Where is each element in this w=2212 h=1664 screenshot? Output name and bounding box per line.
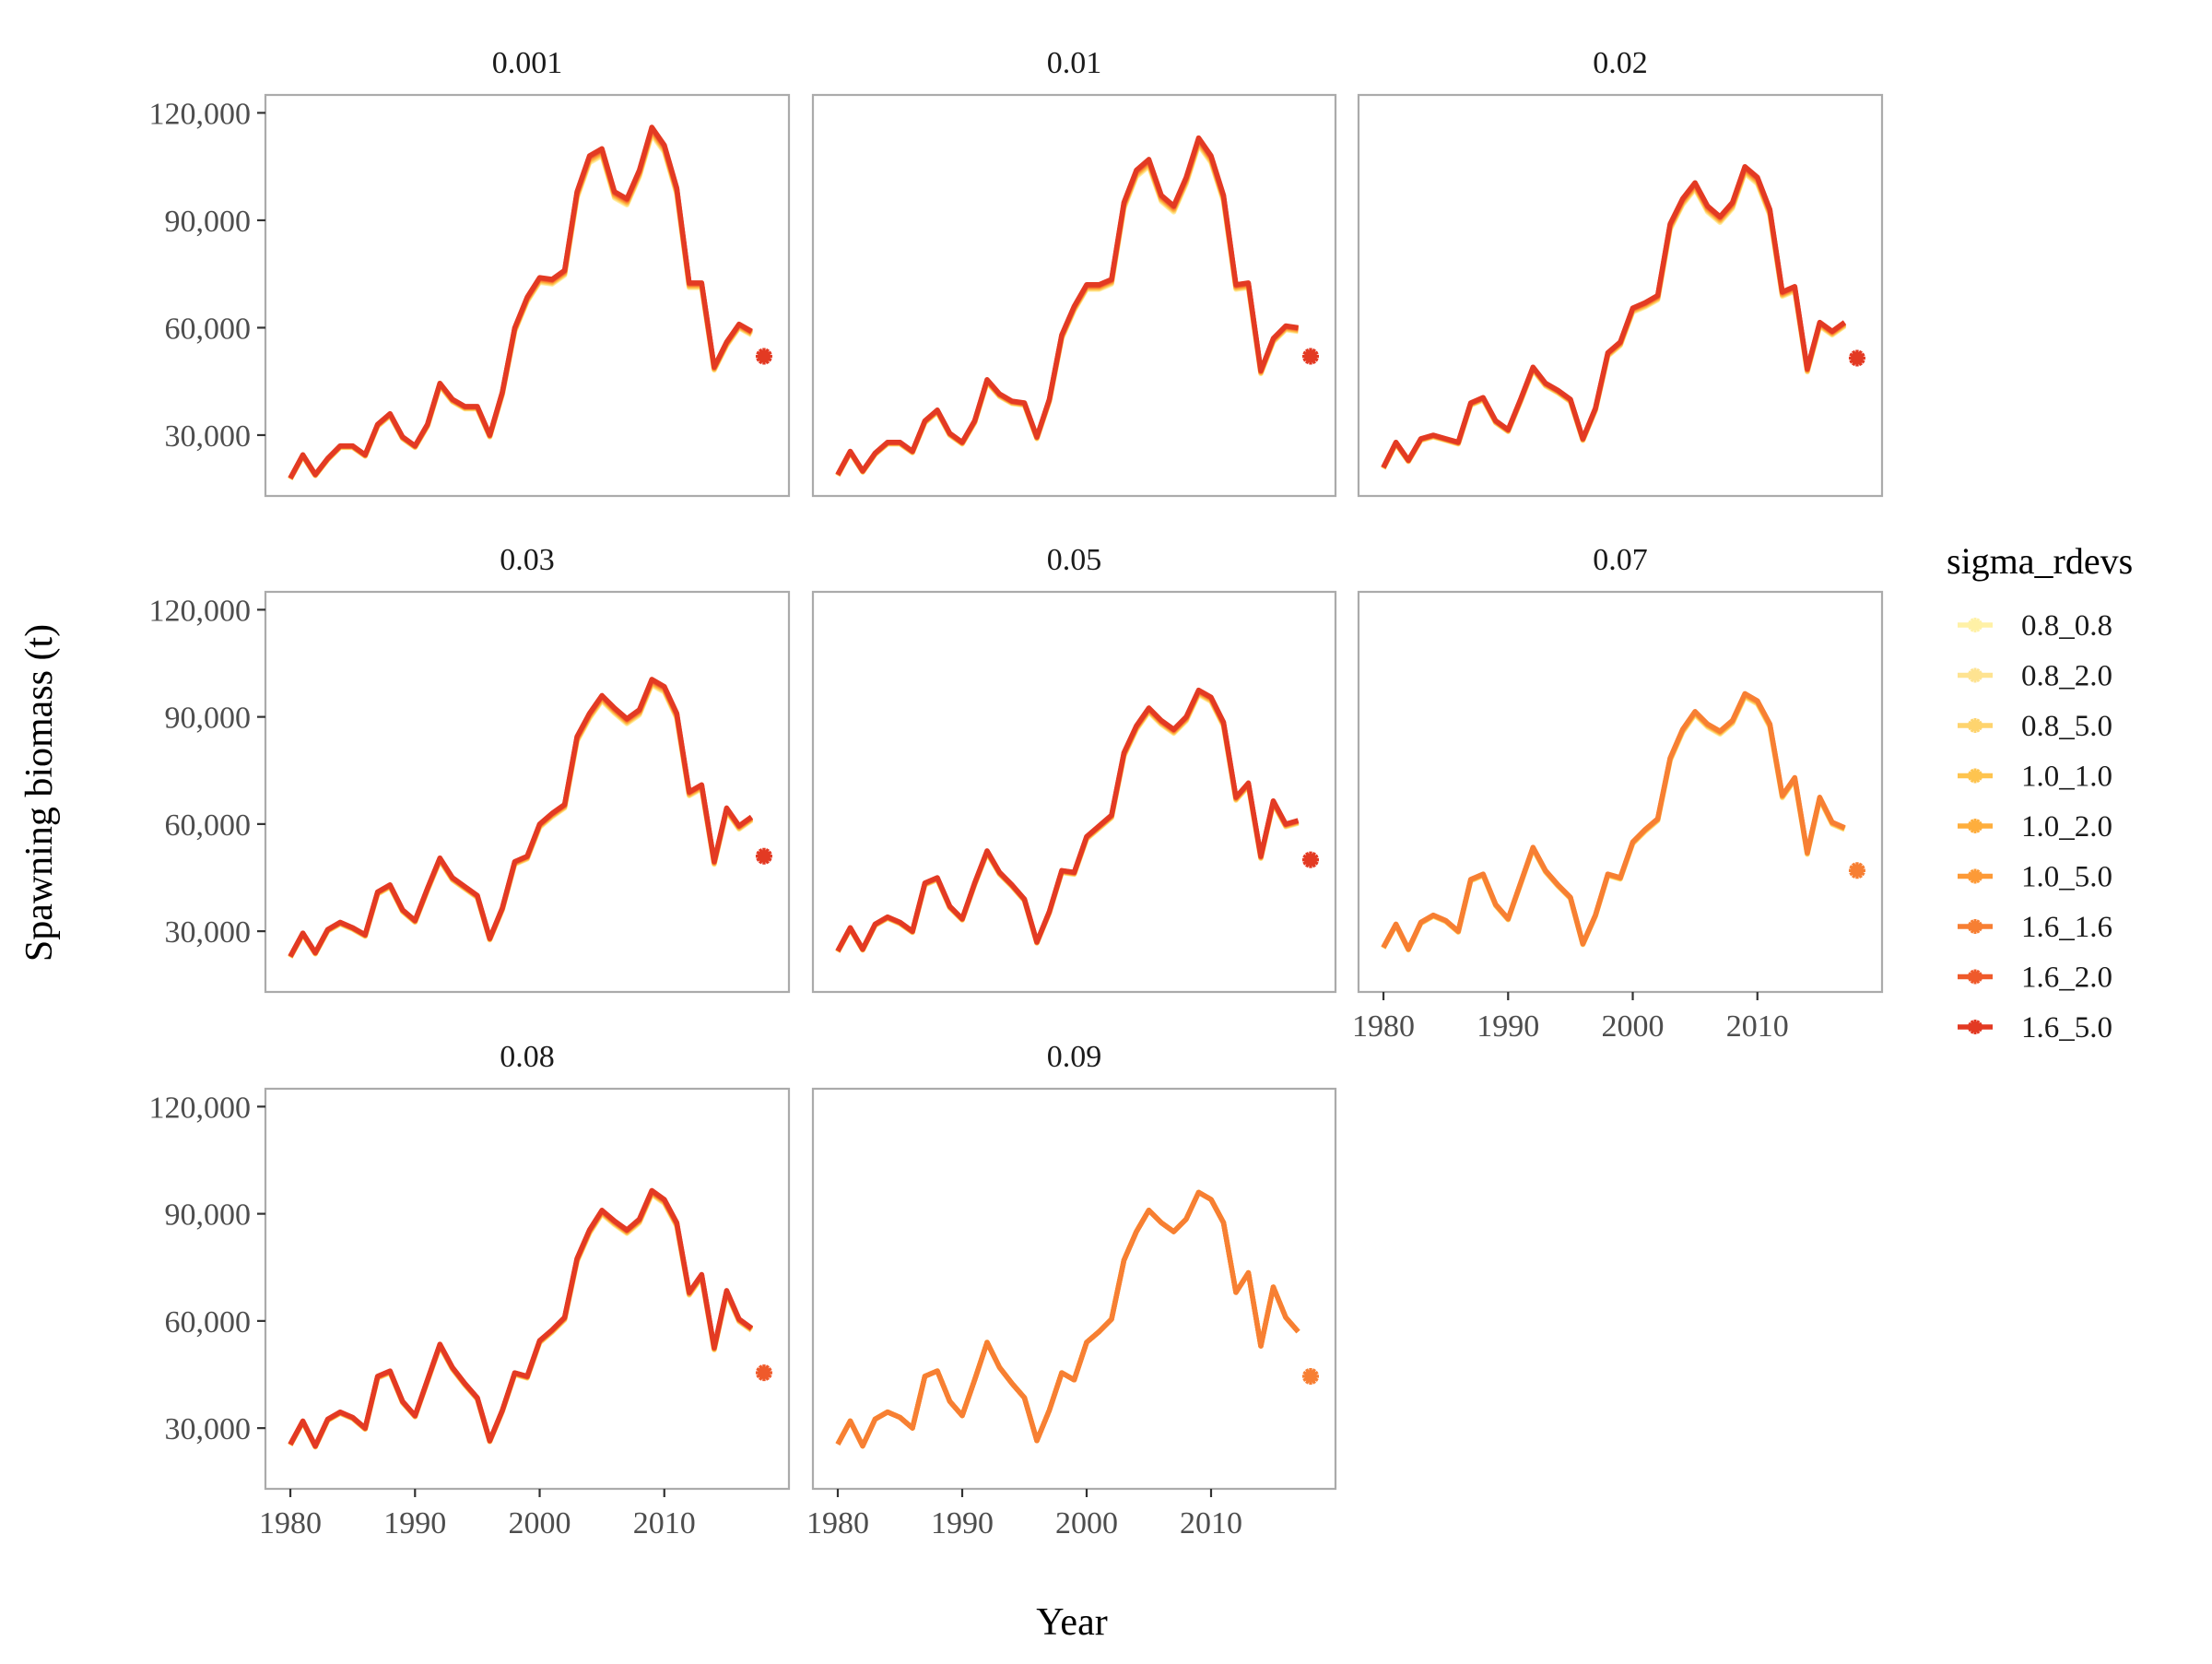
legend-label: 1.0_5.0 (2021, 861, 2112, 894)
x-tick-label: 2000 (1602, 1009, 1665, 1044)
legend-item: 1.6_2.0 (1958, 962, 2112, 995)
x-tick-label: 2010 (633, 1506, 696, 1540)
y-tick-label: 90,000 (165, 1198, 252, 1233)
facet-strip-label: 0.02 (1593, 46, 1648, 80)
forecast-point (755, 847, 772, 865)
x-tick-label: 1980 (806, 1506, 869, 1540)
legend-key-star (1968, 618, 1983, 632)
forecast-point (1302, 348, 1319, 365)
legend-item: 1.6_5.0 (1958, 1011, 2112, 1044)
facet-panel: 0.001 30,000 60,000 90,000 120,000 (149, 46, 791, 498)
legend-label: 0.8_5.0 (2021, 710, 2112, 743)
facet-panel: 0.02 (1357, 46, 1884, 498)
y-tick-label: 120,000 (149, 97, 252, 131)
panel-frame (811, 93, 1337, 498)
legend-key-star (1968, 1020, 1983, 1034)
series-line-1-6_5-0 (1381, 163, 1847, 469)
x-axis-title: Year (1036, 1601, 1107, 1644)
facet-strip-label: 0.05 (1047, 543, 1102, 577)
y-tick-label: 30,000 (165, 1412, 252, 1446)
legend-label: 1.0_2.0 (2021, 810, 2112, 844)
x-tick-label: 2000 (509, 1506, 571, 1540)
series-line-1-6_1-6 (835, 1189, 1300, 1449)
legend-item: 0.8_5.0 (1958, 710, 2112, 743)
legend-items: 0.8_0.8 0.8_2.0 0.8_5.0 1.0_1.0 1.0_2.0 1.0_5… (1958, 609, 2112, 1044)
legend-label: 0.8_0.8 (2021, 609, 2112, 643)
panel-frame (811, 1087, 1337, 1491)
legend-label: 1.6_2.0 (2021, 962, 2112, 995)
facet-panel: 0.01 (811, 46, 1337, 498)
panel-frame (811, 590, 1337, 994)
legend-item: 1.0_5.0 (1958, 861, 2112, 894)
facet-strip-label: 0.08 (500, 1040, 555, 1074)
legend-key-star (1968, 819, 1983, 833)
facet-panel: 0.03 30,000 60,000 90,000 120,000 (149, 543, 791, 994)
y-tick-label: 120,000 (149, 594, 252, 628)
legend-key-star (1968, 667, 1983, 683)
legend-title: sigma_rdevs (1947, 540, 2133, 582)
legend-label: 1.6_1.6 (2021, 911, 2112, 944)
legend-label: 1.6_5.0 (2021, 1011, 2112, 1044)
legend-item: 1.0_1.0 (1958, 761, 2112, 794)
series-line-1-6_1-6 (1381, 690, 1846, 952)
facet-panels: 0.001 30,000 60,000 90,000 120,000 0.01 0.02 0.… (149, 46, 1884, 1540)
legend-label: 1.0_1.0 (2021, 761, 2112, 794)
x-tick-label: 2010 (1180, 1506, 1242, 1540)
x-tick-label: 1980 (259, 1506, 322, 1540)
x-tick-label: 2000 (1055, 1506, 1118, 1540)
forecast-point (1302, 851, 1319, 868)
y-tick-label: 60,000 (165, 312, 252, 346)
legend-item: 1.0_2.0 (1958, 810, 2112, 844)
legend: sigma_rdevs 0.8_0.8 0.8_2.0 0.8_5.0 1.0_1.0… (1947, 540, 2133, 1044)
legend-key-star (1968, 919, 1983, 934)
forecast-point (755, 1364, 772, 1382)
legend-key-star (1968, 768, 1983, 784)
facet-panel: 0.05 (811, 543, 1337, 994)
series-line-1-6_5-0 (288, 677, 754, 958)
y-tick-label: 60,000 (165, 1305, 252, 1339)
legend-label: 0.8_2.0 (2021, 660, 2112, 693)
x-tick-label: 1990 (383, 1506, 446, 1540)
series-line-1-6_5-0 (835, 687, 1300, 952)
x-tick-label: 1990 (1477, 1009, 1539, 1044)
legend-key-star (1968, 868, 1983, 884)
y-tick-label: 30,000 (165, 419, 252, 454)
forecast-point (1302, 1367, 1319, 1385)
y-tick-label: 90,000 (165, 205, 252, 239)
facet-strip-label: 0.09 (1047, 1040, 1102, 1074)
x-tick-label: 1980 (1352, 1009, 1415, 1044)
facet-strip-label: 0.03 (500, 543, 555, 577)
y-axis-title: Spawning biomass (t) (18, 624, 61, 962)
series-line-1-6_5-0 (835, 135, 1299, 476)
y-tick-label: 120,000 (149, 1091, 252, 1125)
facet-panel: 0.07 1980 1990 2000 2010 (1352, 543, 1884, 1044)
legend-item: 0.8_2.0 (1958, 660, 2112, 693)
series-line-1-6_5-0 (288, 1187, 754, 1449)
facet-panel: 0.08 30,000 60,000 90,000 120,000 1980 1990 200… (149, 1040, 791, 1540)
legend-item: 0.8_0.8 (1958, 609, 2112, 643)
legend-item: 1.6_1.6 (1958, 911, 2112, 944)
x-tick-label: 2010 (1726, 1009, 1789, 1044)
facet-strip-label: 0.07 (1593, 543, 1648, 577)
forecast-point (1848, 862, 1865, 879)
panel-frame (1357, 590, 1884, 994)
panel-frame (264, 590, 791, 994)
y-tick-label: 60,000 (165, 808, 252, 843)
x-tick-label: 1990 (931, 1506, 994, 1540)
legend-key-star (1968, 718, 1983, 733)
forecast-point (755, 348, 772, 365)
forecast-point (1848, 349, 1865, 367)
y-tick-label: 90,000 (165, 702, 252, 736)
facet-strip-label: 0.01 (1047, 46, 1102, 80)
series-line-1-6_5-0 (288, 124, 753, 479)
facet-strip-label: 0.001 (492, 46, 563, 80)
facet-panel: 0.09 1980 1990 2000 2010 (806, 1040, 1337, 1540)
panel-frame (264, 1087, 791, 1491)
legend-key-star (1968, 969, 1983, 985)
y-tick-label: 30,000 (165, 915, 252, 950)
